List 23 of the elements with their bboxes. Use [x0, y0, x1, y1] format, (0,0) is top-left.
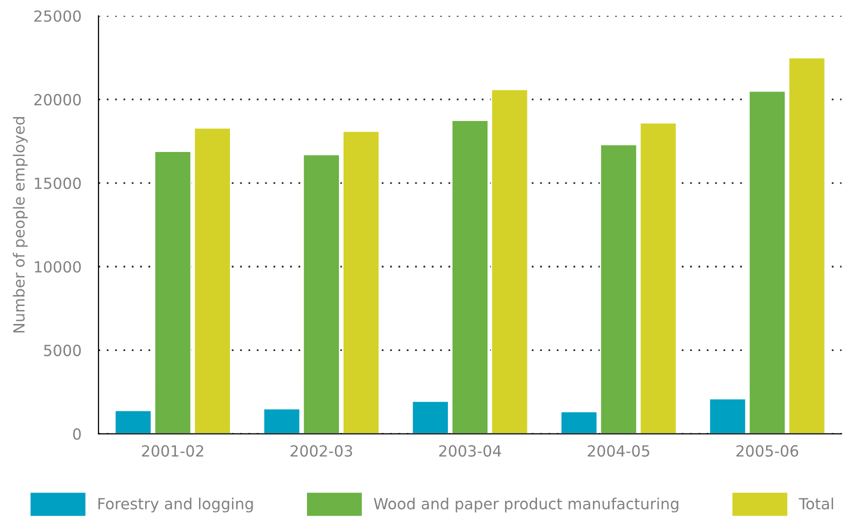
y-tick-label: 15000 [34, 178, 81, 190]
y-axis-title: Number of people employed [12, 117, 28, 332]
bar [788, 56, 826, 434]
bar [194, 127, 232, 434]
x-tick-label: 2002-03 [290, 445, 352, 457]
y-tick-label: 20000 [34, 94, 81, 106]
y-tick-label: 10000 [34, 261, 81, 273]
legend-label: Forestry and logging [98, 498, 253, 512]
x-tick-label: 2005-06 [736, 445, 798, 457]
x-tick-label: 2004-05 [588, 445, 650, 457]
y-tick-label: 0 [73, 428, 81, 440]
bar [708, 398, 747, 434]
bar [639, 122, 678, 434]
bar [154, 150, 192, 434]
legend-label: Total [798, 498, 834, 510]
y-tick-label: 5000 [44, 344, 81, 356]
bar [114, 410, 152, 434]
x-tick-label: 2001-02 [142, 445, 204, 457]
bar [262, 408, 301, 434]
y-tick-label: 25000 [34, 10, 81, 22]
x-tick-label: 2003-04 [439, 445, 502, 457]
legend-label: Wood and paper product manufacturing [374, 498, 678, 512]
bar [748, 90, 786, 434]
